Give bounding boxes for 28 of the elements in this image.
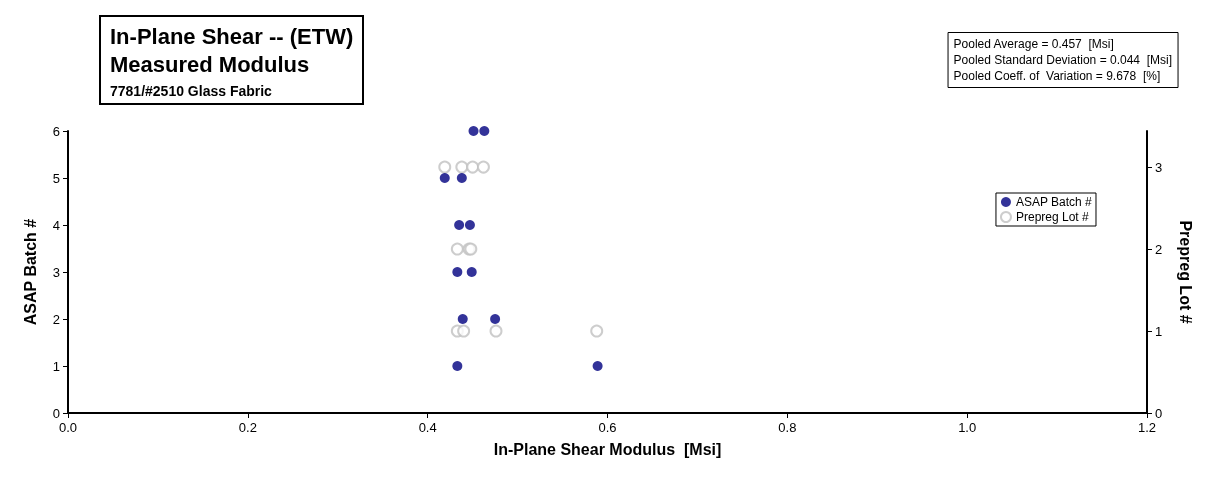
chart-subtitle: 7781/#2510 Glass Fabric [110,83,273,99]
text: Pooled Average = 0.457 [Msi] [953,37,1114,51]
y-tick-label: 5 [52,170,60,186]
y2-tick-label: 3 [1155,159,1163,175]
x-tick-label: 1.0 [958,420,977,435]
y-tick-label: 0 [52,405,60,421]
x-tick-label: 0.4 [418,420,437,435]
text: Pooled Standard Deviation = 0.044 [Msi] [953,53,1172,67]
chart-title: In-Plane Shear -- (ETW) Measured Modulus [110,23,354,77]
y-tick-label: 6 [52,123,60,139]
y2-tick-label: 1 [1155,323,1163,339]
x-tick-label: 0.8 [778,420,797,435]
x-tick-label: 0.2 [238,420,257,435]
x-tick-label: 0.6 [598,420,617,435]
x-axis-title: In-Plane Shear Modulus [Msi] [493,440,722,458]
legend-label: ASAP Batch # [1015,195,1093,209]
y2-tick-label: 0 [1155,405,1163,421]
y-axis-title: ASAP Batch # [21,218,39,326]
legend-label: Prepreg Lot # [1015,210,1089,224]
y-tick-label: 4 [52,217,60,233]
y-tick-label: 1 [52,358,60,374]
x-tick-label: 1.2 [1137,420,1157,435]
y-tick-label: 3 [52,264,60,280]
x-tick-label: 0.0 [58,420,78,435]
y2-tick-label: 2 [1155,241,1163,257]
y2-axis-title: Prepreg Lot # [1176,220,1194,324]
text: Pooled Coeff. of Variation = 9.678 [%] [953,69,1161,83]
y-tick-label: 2 [52,311,60,327]
